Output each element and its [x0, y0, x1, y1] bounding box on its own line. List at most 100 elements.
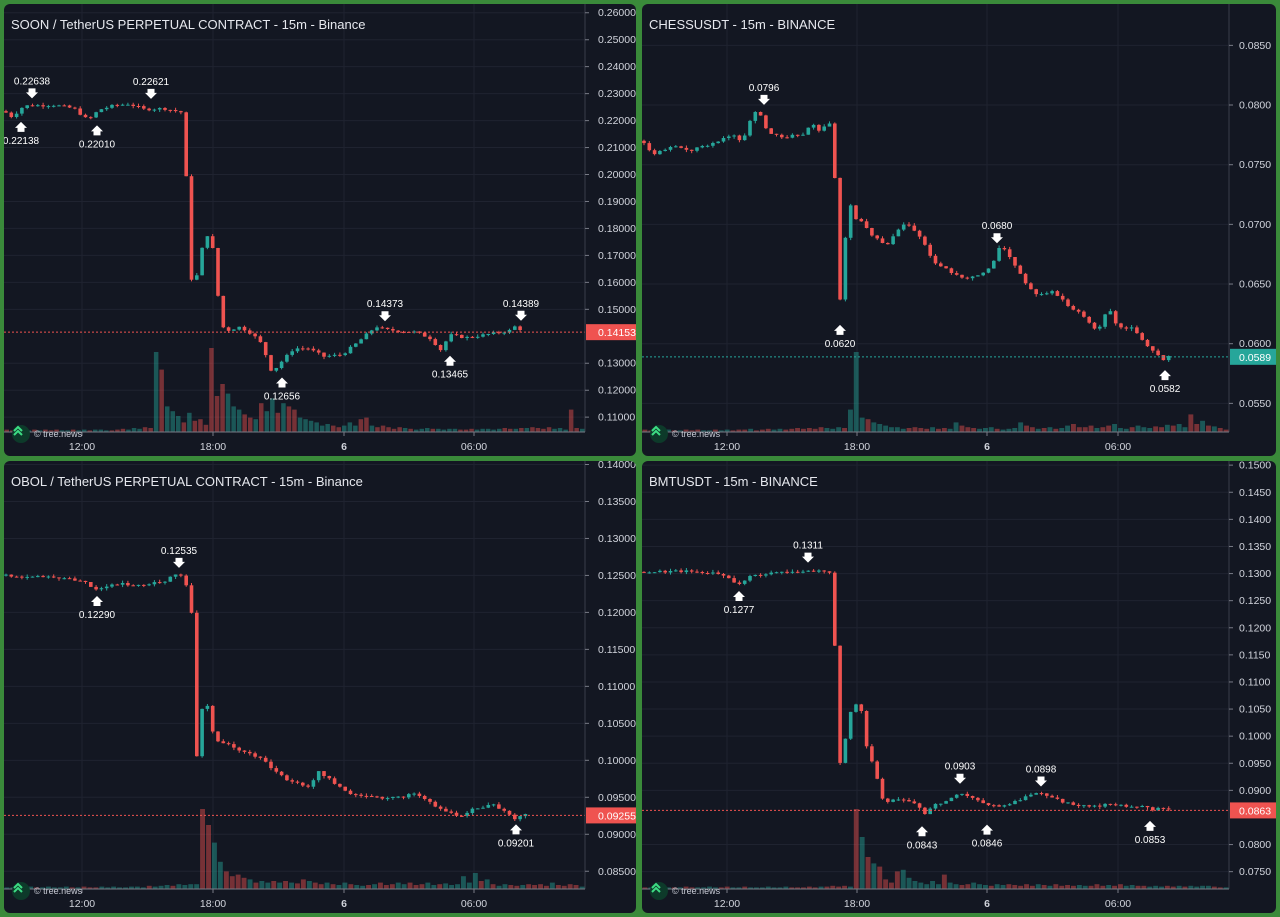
candle-body: [700, 572, 705, 573]
volume-bar: [146, 885, 152, 889]
volume-bar: [148, 428, 153, 432]
watermark-text: © tree.news: [34, 429, 83, 439]
chart-canvas-bmt[interactable]: 0.1500 0.1450 0.1400 0.1350 0.1300 0.1250 0.12…: [642, 461, 1276, 913]
candle-body: [258, 756, 263, 758]
volume-bar: [1194, 424, 1200, 432]
candle-body: [679, 146, 683, 148]
chart-panel-bmt[interactable]: 0.1500 0.1450 0.1400 0.1350 0.1300 0.1250 0.12…: [642, 461, 1276, 913]
candle-body: [658, 151, 662, 155]
price-tick-label: 0.1400: [1239, 514, 1271, 526]
candle-body: [848, 205, 853, 238]
volume-bar: [236, 409, 242, 432]
arrow-up-icon: [276, 377, 288, 388]
candle-body: [195, 612, 199, 757]
volume-bar: [924, 884, 930, 889]
chart-canvas-chess[interactable]: 0.0850 0.0800 0.0750 0.0700 0.0650 0.0600 0.05…: [642, 4, 1276, 456]
volume-bar: [557, 428, 563, 432]
chart-panel-soon[interactable]: 0.26000 0.25000 0.24000 0.23000 0.22000 0.210…: [4, 4, 636, 456]
volume-bar: [1065, 885, 1070, 889]
volume-bar: [295, 883, 300, 889]
volume-bar: [485, 428, 491, 432]
last-price-badge-bg: [1230, 348, 1276, 365]
candle-body: [502, 332, 506, 334]
candle-body: [369, 796, 374, 797]
annotation-label: 0.1277: [724, 605, 755, 616]
volume-bar: [1164, 885, 1170, 889]
volume-bar: [209, 348, 214, 432]
volume-bar: [458, 429, 463, 432]
volume-bar: [419, 884, 425, 889]
chart-panel-obol[interactable]: 0.14000 0.13500 0.13000 0.12500 0.12000 0.115…: [4, 461, 636, 913]
volume-bar: [380, 425, 386, 432]
candle-body: [104, 586, 109, 589]
candle-body: [1060, 798, 1065, 803]
candle-body: [497, 332, 501, 334]
volume-bar: [1100, 427, 1106, 432]
volume-bar: [4, 429, 9, 432]
chart-panel-chess[interactable]: 0.0850 0.0800 0.0750 0.0700 0.0650 0.0600 0.05…: [642, 4, 1276, 456]
chart-title-obol: OBOL / TetherUS PERPETUAL CONTRACT - 15m…: [11, 474, 363, 489]
candle-body: [912, 801, 917, 804]
candle-body: [970, 276, 975, 279]
candle-body: [14, 113, 19, 117]
volume-bar: [297, 417, 303, 432]
candle-body: [705, 573, 710, 574]
candle-body: [674, 570, 678, 572]
volume-bar: [1164, 424, 1170, 432]
watermark-text: © tree.news: [672, 886, 721, 896]
chart-canvas-obol[interactable]: 0.14000 0.13500 0.13000 0.12500 0.12000 0.115…: [4, 461, 636, 913]
candle-body: [1029, 283, 1033, 290]
candle-body: [1076, 804, 1081, 806]
candle-body: [9, 112, 14, 117]
candle-body: [486, 805, 491, 808]
candle-body: [721, 574, 726, 576]
candle-body: [1034, 289, 1038, 295]
candle-body: [748, 576, 752, 581]
volume-bar: [900, 869, 906, 889]
volume-bar: [1182, 427, 1188, 432]
candle-body: [1087, 316, 1091, 323]
candle-body: [205, 236, 210, 248]
candle-body: [36, 105, 40, 107]
volume-bar: [342, 882, 348, 889]
volume-bar: [561, 885, 567, 889]
annotations: 0.1311 0.1277 0.0903 0.0898 0.0843 0.0846 0.08…: [724, 541, 1166, 852]
volume-bar: [1206, 885, 1211, 889]
candle-body: [513, 326, 517, 330]
volume-bar: [164, 885, 170, 889]
volume-bar: [1053, 884, 1059, 889]
volume-bar: [466, 882, 472, 889]
candle-body: [880, 778, 885, 799]
volume-bar: [408, 428, 413, 432]
volume-bar: [748, 428, 754, 432]
price-tick-label: 0.08500: [598, 866, 636, 878]
candle-body: [896, 229, 901, 237]
candle-body: [933, 803, 938, 809]
price-annotation: 0.0796: [749, 83, 780, 105]
volume-bar: [514, 885, 520, 889]
volume-bar: [801, 428, 806, 432]
candle-body: [1145, 806, 1150, 808]
candle-body: [295, 348, 300, 352]
volume-bar: [259, 881, 265, 889]
volume-bar: [289, 882, 294, 889]
candle-body: [928, 244, 932, 256]
candle-body: [216, 248, 220, 296]
arrow-down-icon: [26, 88, 38, 99]
chart-canvas-soon[interactable]: 0.26000 0.25000 0.24000 0.23000 0.22000 0.210…: [4, 4, 636, 456]
candle-body: [1092, 322, 1097, 329]
volume-bar: [508, 885, 514, 889]
candle-body: [465, 336, 469, 338]
volume-bar: [1176, 885, 1182, 889]
candle-body: [1092, 805, 1097, 807]
volume-bar: [712, 887, 718, 889]
volume-bar: [642, 887, 648, 889]
annotation-label: 0.12535: [161, 546, 198, 557]
candle-body: [663, 570, 667, 573]
price-tick-label: 0.11500: [598, 644, 635, 656]
volume-bar: [877, 424, 883, 432]
volume-bar: [225, 393, 231, 432]
volume-bar: [912, 881, 918, 889]
candle-body: [327, 776, 332, 779]
candle-body: [689, 149, 694, 151]
